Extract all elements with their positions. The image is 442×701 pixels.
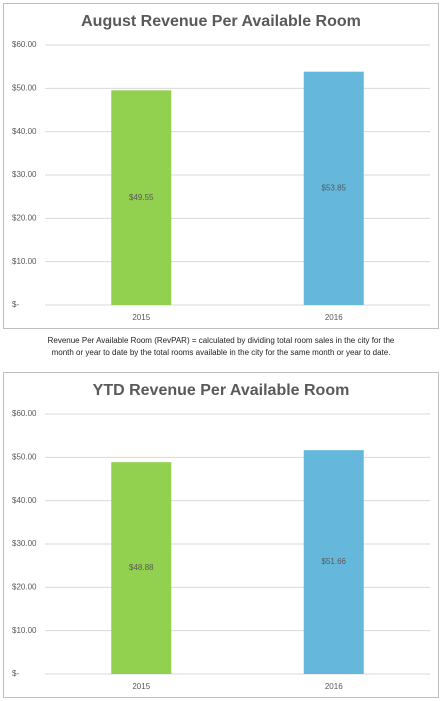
y-tick-label: $- <box>12 669 19 678</box>
y-tick-label: $40.00 <box>12 496 37 505</box>
note: Revenue Per Available Room (RevPAR) = ca… <box>47 336 395 357</box>
y-tick-label: $- <box>12 300 19 309</box>
bar <box>303 450 364 674</box>
chart-title: August Revenue Per Available Room <box>81 13 361 30</box>
chart-title: YTD Revenue Per Available Room <box>93 382 350 399</box>
bar <box>303 71 364 306</box>
y-tick-label: $50.00 <box>12 83 37 92</box>
y-tick-label: $60.00 <box>12 409 37 418</box>
y-tick-label: $40.00 <box>12 127 37 136</box>
data-label: $49.55 <box>129 193 154 202</box>
x-tick-label: 2015 <box>132 682 150 691</box>
chart-frame <box>3 372 439 698</box>
chart-frame <box>3 3 439 329</box>
y-tick-label: $60.00 <box>12 40 37 49</box>
y-tick-label: $50.00 <box>12 452 37 461</box>
data-label: $53.85 <box>322 183 347 192</box>
x-tick-label: 2016 <box>325 313 343 322</box>
y-tick-label: $10.00 <box>12 257 37 266</box>
data-label: $51.66 <box>322 557 347 566</box>
data-label: $48.88 <box>129 563 154 572</box>
x-tick-label: 2016 <box>325 682 343 691</box>
y-tick-label: $30.00 <box>12 539 37 548</box>
y-tick-label: $30.00 <box>12 170 37 179</box>
bar <box>111 90 172 306</box>
y-tick-label: $20.00 <box>12 582 37 591</box>
y-tick-label: $10.00 <box>12 626 37 635</box>
x-tick-label: 2015 <box>132 313 150 322</box>
bar <box>111 462 172 674</box>
y-tick-label: $20.00 <box>12 213 37 222</box>
